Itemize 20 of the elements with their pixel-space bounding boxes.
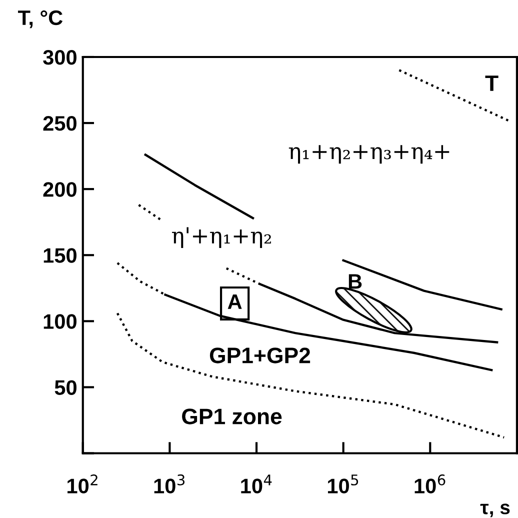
x-tick-label: 10$^{6}$ bbox=[414, 474, 446, 494]
x-tick-label: 10$^{3}$ bbox=[154, 474, 185, 494]
annotation: GP1 zone bbox=[182, 408, 282, 424]
y-axis-title: T, °C bbox=[18, 10, 63, 28]
annotation: GP1+GP2 bbox=[210, 348, 310, 364]
y-tick-label: 100 bbox=[44, 314, 76, 329]
x-axis-title: τ, s bbox=[480, 504, 510, 518]
x-tick-label: 10$^{2}$ bbox=[68, 474, 98, 494]
y-tick-label: 300 bbox=[43, 50, 76, 65]
annotation: B bbox=[348, 274, 362, 289]
y-tick-label: 200 bbox=[43, 182, 76, 197]
annotation: T bbox=[485, 76, 498, 91]
annotation: η'+η₁+η₂ bbox=[172, 227, 271, 248]
x-tick-label: 10$^{5}$ bbox=[328, 474, 358, 494]
y-tick-label: 150 bbox=[44, 248, 76, 263]
annotation: A bbox=[228, 294, 242, 309]
y-tick-label: 250 bbox=[43, 116, 76, 131]
annotation: η₁+η₂+η₃+η₄+ bbox=[288, 145, 450, 164]
y-tick-label: 50 bbox=[54, 380, 76, 395]
x-tick-label: 10$^{4}$ bbox=[241, 474, 272, 494]
